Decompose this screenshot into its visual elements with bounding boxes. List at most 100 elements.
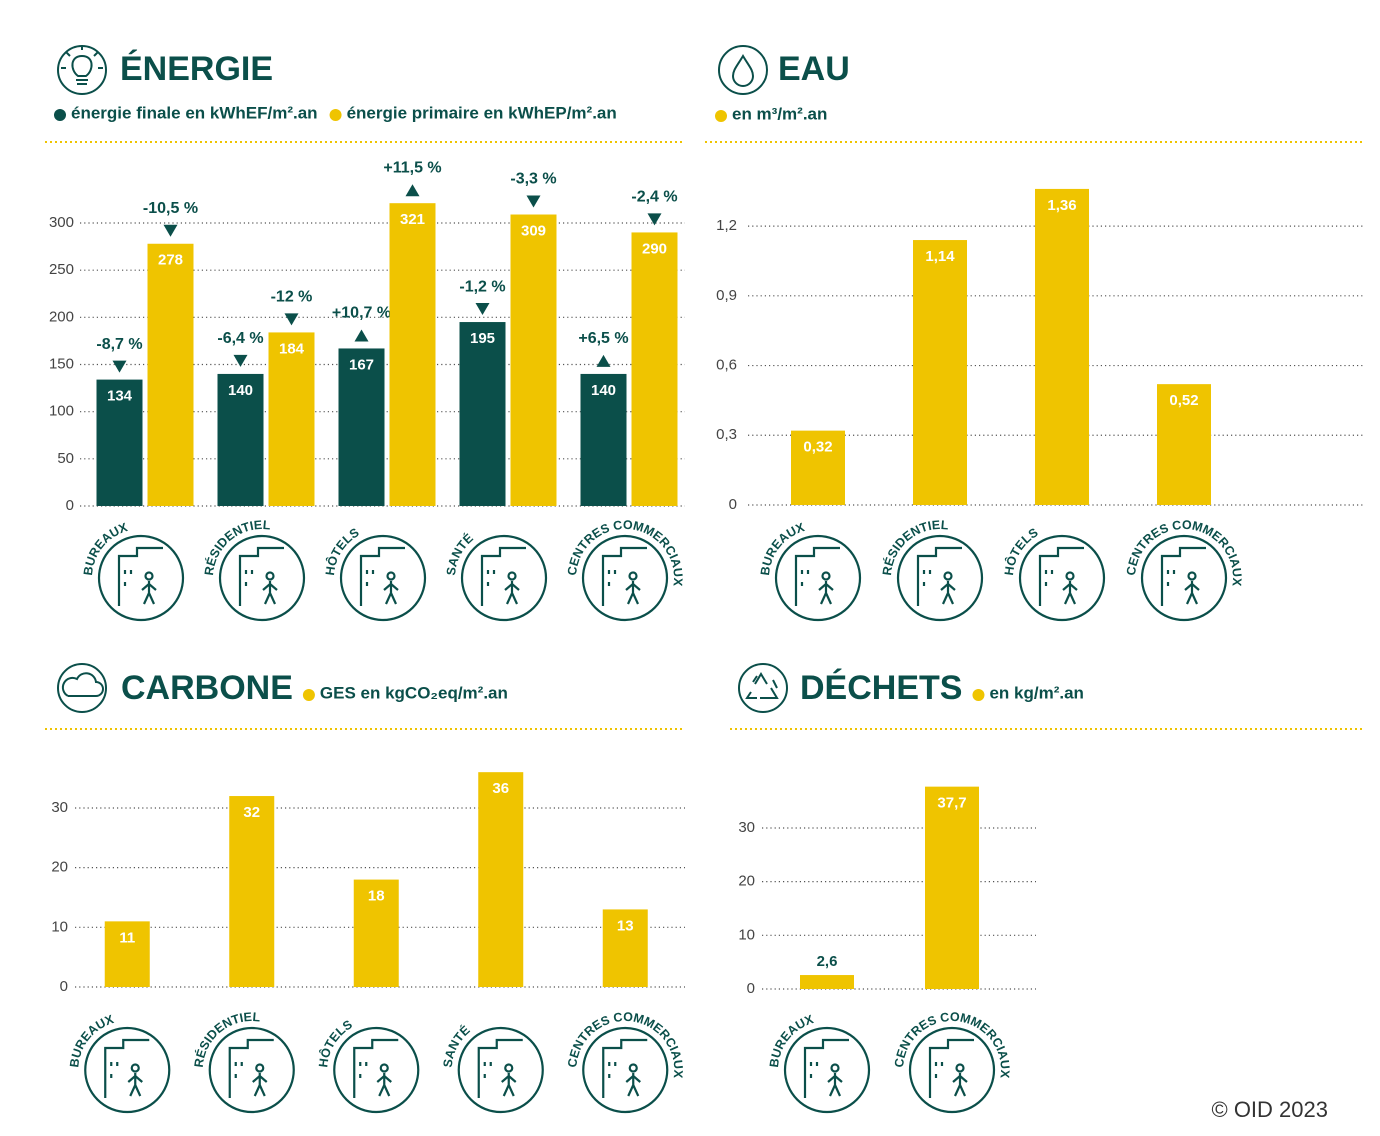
- category-label-text: BUREAUX: [81, 520, 130, 576]
- icon-circle: [581, 534, 669, 622]
- chart-title: CARBONE: [121, 669, 293, 707]
- value-label: 167: [349, 356, 374, 373]
- bar: [602, 909, 648, 987]
- icon-person-head: [1187, 571, 1197, 581]
- chart-title: EAU: [778, 50, 850, 88]
- category-icon: [333, 1026, 420, 1114]
- water-icon: [718, 45, 768, 95]
- icon-person-head: [628, 571, 638, 581]
- category-icon: [97, 534, 185, 622]
- icon-building: [916, 546, 962, 606]
- category-icon: [339, 534, 427, 622]
- x-tick-label: BUREAUX: [767, 1012, 816, 1068]
- value-label: 18: [368, 888, 385, 905]
- icon-circle: [97, 534, 185, 622]
- icon-building: [477, 1038, 523, 1098]
- y-tick-label: 10: [738, 926, 755, 943]
- change-label: +11,5 %: [383, 159, 441, 176]
- bar: [338, 348, 385, 506]
- icon-circle: [333, 1026, 420, 1114]
- bar: [459, 322, 506, 506]
- icon-person-body: [141, 581, 157, 605]
- icon-building: [928, 1038, 974, 1098]
- icon-person-body: [504, 581, 520, 605]
- change-label: +6,5 %: [578, 330, 628, 347]
- value-label: 290: [642, 240, 667, 257]
- bar: [800, 975, 854, 989]
- category-label-text: BUREAUX: [67, 1012, 116, 1068]
- icon-person-head: [504, 1063, 514, 1073]
- icon-person-head: [955, 1063, 965, 1073]
- change-arrow: [284, 313, 299, 326]
- icon-circle: [218, 534, 306, 622]
- icon-person-head: [1065, 571, 1075, 581]
- icon-building: [803, 1038, 849, 1098]
- icon-person-head: [144, 571, 154, 581]
- category-icon: [208, 1026, 295, 1114]
- icon-building: [1038, 546, 1084, 606]
- y-tick-label: 50: [57, 450, 74, 467]
- icon-person-head: [628, 1063, 638, 1073]
- icon-person-body: [625, 1073, 641, 1097]
- change-label: -2,4 %: [631, 189, 677, 206]
- icon-person-head: [507, 571, 517, 581]
- value-label: 309: [521, 222, 546, 239]
- legend-label: GES en kgCO₂eq/m².an: [320, 683, 508, 702]
- value-label: 37,7: [937, 795, 966, 812]
- icon-circle: [908, 1026, 996, 1114]
- bar: [389, 203, 436, 506]
- bar: [1035, 188, 1089, 505]
- category-icon: [457, 1026, 544, 1114]
- bar: [1157, 384, 1211, 505]
- legend-marker: [329, 109, 342, 121]
- change-arrow: [475, 303, 490, 316]
- y-tick-label: 200: [49, 308, 74, 325]
- icon-building: [480, 546, 526, 606]
- icon-circle: [84, 1026, 171, 1114]
- legend-label: en m³/m².an: [732, 104, 827, 123]
- change-arrow: [112, 360, 127, 373]
- category-icon: [1018, 534, 1106, 622]
- chart-title: ÉNERGIE: [120, 50, 273, 88]
- icon-person-body: [818, 581, 834, 605]
- icon-person-head: [130, 1063, 140, 1073]
- icon-circle: [896, 534, 984, 622]
- bar: [791, 430, 845, 505]
- value-label: 140: [591, 382, 616, 399]
- value-label: 195: [470, 330, 495, 347]
- legend-marker: [302, 689, 315, 701]
- y-tick-label: 100: [49, 403, 74, 420]
- x-tick-label: BUREAUX: [758, 520, 807, 576]
- y-tick-label: 20: [738, 873, 755, 890]
- icon-building: [238, 546, 284, 606]
- icon-building: [359, 546, 405, 606]
- icon-person-head: [255, 1063, 265, 1073]
- icon-circle: [783, 1026, 871, 1114]
- bar: [478, 772, 524, 987]
- icon-circle: [460, 534, 548, 622]
- category-icon: [1140, 534, 1228, 622]
- x-tick-label: BUREAUX: [81, 520, 130, 576]
- value-label: 11: [119, 929, 135, 946]
- value-label: 278: [158, 252, 183, 269]
- value-label: 0,52: [1169, 392, 1198, 409]
- value-label: 140: [228, 382, 253, 399]
- icon-building: [353, 1038, 399, 1098]
- value-label: 134: [107, 388, 133, 405]
- change-label: -3,3 %: [510, 171, 556, 188]
- category-icon: [908, 1026, 996, 1114]
- icon-person-body: [952, 1073, 968, 1097]
- value-label: 184: [279, 340, 305, 357]
- y-tick-label: 0: [66, 497, 74, 514]
- value-label: 321: [400, 211, 425, 228]
- bar: [925, 786, 979, 989]
- icon-person-body: [262, 581, 278, 605]
- icon-building: [1160, 546, 1206, 606]
- icon-person-body: [1184, 581, 1200, 605]
- y-tick-label: 0,9: [716, 287, 737, 304]
- y-tick-label: 0,3: [716, 426, 737, 443]
- value-label: 13: [617, 917, 634, 934]
- footer: © OID 2023: [1212, 1097, 1329, 1122]
- value-label: 36: [492, 780, 509, 797]
- change-arrow: [233, 354, 248, 367]
